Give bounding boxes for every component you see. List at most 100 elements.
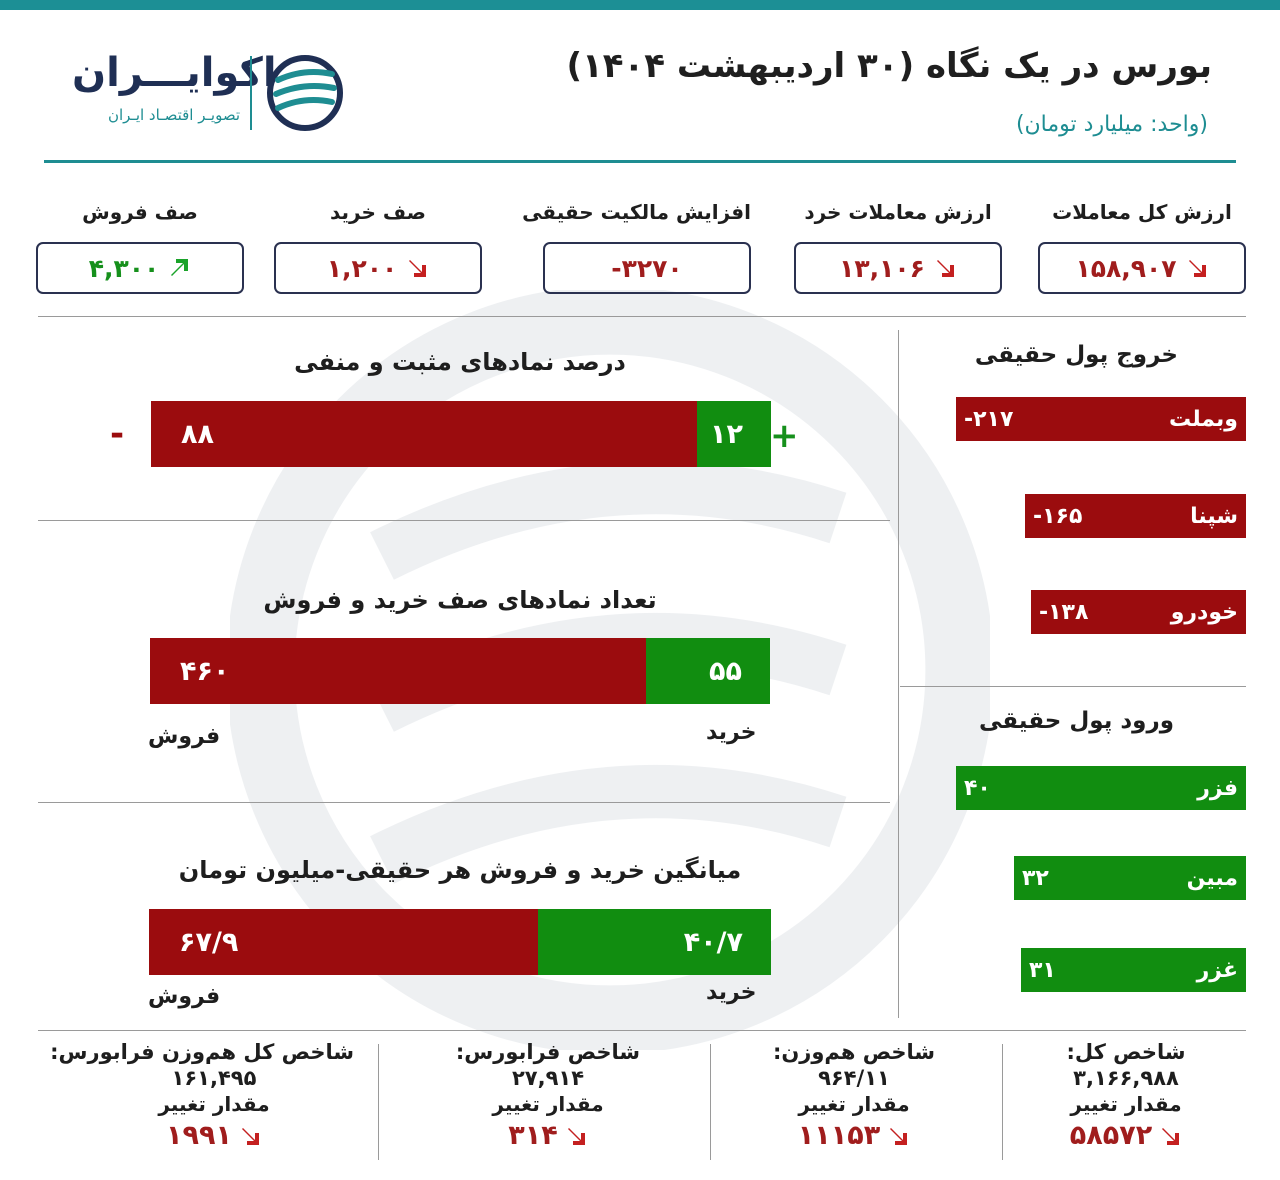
index-value: ۱۶۱,۴۹۵ <box>171 1066 257 1090</box>
kpi-label: صف فروش <box>82 200 198 224</box>
page-title: بورس در یک نگاه (۳۰ اردیبهشت ۱۴۰۴) <box>566 46 1212 86</box>
positive-segment: ۱۲ <box>697 401 771 467</box>
index-change: ۳۱۴ <box>408 1120 688 1151</box>
outflow-value: -۱۳۸ <box>1039 599 1089 625</box>
kpi-value: ۱,۲۰۰ <box>326 253 398 283</box>
queues-bar: ۴۶۰ ۵۵ <box>150 638 770 704</box>
inflow-value: ۴۰ <box>964 775 991 801</box>
divider <box>38 316 1246 317</box>
sell-label: فروش <box>148 984 221 1009</box>
logo-tagline: تصویـر اقتصـاد ایـران <box>107 106 240 124</box>
index-value: ۹۶۴/۱۱ <box>818 1066 890 1090</box>
index-name: شاخص هم‌وزن: <box>772 1040 936 1064</box>
outflow-value: -۱۶۵ <box>1033 503 1083 529</box>
queues-title: تعداد نمادهای صف خرید و فروش <box>263 586 657 614</box>
arrow-down-icon <box>405 256 429 280</box>
avg-sell-value: ۶۷/۹ <box>179 926 239 958</box>
arrow-down-icon <box>1185 256 1209 280</box>
inflow-bar: ۳۱ غزر <box>1021 948 1246 992</box>
kpi-label: ارزش معاملات خرد <box>804 200 992 224</box>
kpi-label: افزایش مالکیت حقیقی <box>522 200 751 224</box>
inflow-value: ۳۲ <box>1022 865 1049 891</box>
divider-vertical <box>378 1044 379 1160</box>
index-change-label: مقدار تغییر <box>492 1092 604 1116</box>
kpi-value: -۳۲۷۰ <box>611 253 683 283</box>
index-name: شاخص کل: <box>1066 1040 1186 1064</box>
kpi-box: ۱۳,۱۰۶ <box>794 242 1002 294</box>
outflow-value: -۲۱۷ <box>964 406 1014 432</box>
outflow-symbol: خودرو <box>1170 599 1238 625</box>
sell-queue-segment: ۴۶۰ <box>150 638 646 704</box>
inflow-symbol: فزر <box>1197 775 1238 801</box>
kpi-box: ۴,۳۰۰ <box>36 242 244 294</box>
index-change-label: مقدار تغییر <box>158 1092 270 1116</box>
index-name: شاخص فرابورس: <box>455 1040 641 1064</box>
plus-sign: + <box>770 416 799 456</box>
kpi-buy-queue: صف خرید ۱,۲۰۰ <box>274 200 482 294</box>
buy-queue-segment: ۵۵ <box>646 638 770 704</box>
avg-trade-bar: ۶۷/۹ ۴۰/۷ <box>149 909 771 975</box>
arrow-down-icon <box>1158 1124 1182 1148</box>
index-equal-weight: شاخص هم‌وزن: ۹۶۴/۱۱ مقدار تغییر ۱۱۱۵۳ <box>714 1040 994 1151</box>
index-total: شاخص کل: ۳,۱۶۶,۹۸۸ مقدار تغییر ۵۸۵۷۲ <box>986 1040 1266 1151</box>
divider <box>38 1030 1246 1031</box>
kpi-sell-queue: صف فروش ۴,۳۰۰ <box>36 200 244 294</box>
arrow-up-icon <box>167 256 191 280</box>
inflow-bar: ۳۲ مبین <box>1014 856 1246 900</box>
kpi-box: -۳۲۷۰ <box>543 242 751 294</box>
sell-label: فروش <box>148 724 221 749</box>
index-change-value: ۱۱۱۵۳ <box>797 1120 881 1151</box>
logo-divider <box>250 56 252 130</box>
arrow-down-icon <box>238 1124 262 1148</box>
avg-sell-segment: ۶۷/۹ <box>149 909 538 975</box>
kpi-box: ۱,۲۰۰ <box>274 242 482 294</box>
arrow-down-icon <box>933 256 957 280</box>
logo-mark-icon <box>267 55 343 131</box>
index-change: ۱۱۱۵۳ <box>714 1120 994 1151</box>
index-change-label: مقدار تغییر <box>1070 1092 1182 1116</box>
index-change-label: مقدار تغییر <box>798 1092 910 1116</box>
kpi-label: ارزش کل معاملات <box>1052 200 1232 224</box>
divider-vertical <box>710 1044 711 1160</box>
arrow-down-icon <box>564 1124 588 1148</box>
logo-name: اکوایـــران <box>72 50 277 96</box>
index-change-value: ۳۱۴ <box>508 1120 558 1151</box>
index-change: ۱۹۹۱ <box>74 1120 354 1151</box>
kpi-value: ۱۵۸,۹۰۷ <box>1075 253 1177 283</box>
inflow-bar: ۴۰ فزر <box>956 766 1246 810</box>
outflow-symbol: وبملت <box>1169 406 1238 432</box>
outflow-bar: -۱۶۵ شپنا <box>1025 494 1246 538</box>
brand-logo[interactable]: اکوایـــران تصویـر اقتصـاد ایـران <box>68 48 358 138</box>
inflow-symbol: مبین <box>1186 865 1238 891</box>
buy-queue-value: ۵۵ <box>709 655 742 687</box>
kpi-box: ۱۵۸,۹۰۷ <box>1038 242 1246 294</box>
header-divider <box>44 160 1236 163</box>
minus-sign: - <box>110 414 125 454</box>
kpi-value: ۴,۳۰۰ <box>88 253 160 283</box>
negative-segment: ۸۸ <box>151 401 697 467</box>
divider <box>38 802 890 803</box>
outflow-symbol: شپنا <box>1190 503 1238 529</box>
index-farabourse-equal-weight: شاخص کل هم‌وزن فرابورس: ۱۶۱,۴۹۵ مقدار تغ… <box>50 1040 354 1151</box>
buy-label: خرید <box>706 720 757 745</box>
index-name: شاخص کل هم‌وزن فرابورس: <box>50 1040 354 1064</box>
positive-value: ۱۲ <box>710 418 743 450</box>
kpi-retail-value: ارزش معاملات خرد ۱۳,۱۰۶ <box>794 200 1002 294</box>
outflow-bar: -۱۳۸ خودرو <box>1031 590 1246 634</box>
kpi-total-value: ارزش کل معاملات ۱۵۸,۹۰۷ <box>1038 200 1246 294</box>
avg-buy-value: ۴۰/۷ <box>683 926 743 958</box>
index-farabourse: شاخص فرابورس: ۲۷,۹۱۴ مقدار تغییر ۳۱۴ <box>408 1040 688 1151</box>
index-change: ۵۸۵۷۲ <box>986 1120 1266 1151</box>
divider-vertical <box>1002 1044 1003 1160</box>
inflow-symbol: غزر <box>1196 957 1238 983</box>
outflow-bar: -۲۱۷ وبملت <box>956 397 1246 441</box>
inflow-value: ۳۱ <box>1029 957 1056 983</box>
sell-queue-value: ۴۶۰ <box>180 655 230 687</box>
avg-buy-segment: ۴۰/۷ <box>538 909 771 975</box>
buy-label: خرید <box>706 980 757 1005</box>
kpi-value: ۱۳,۱۰۶ <box>839 253 925 283</box>
arrow-down-icon <box>886 1124 910 1148</box>
divider <box>38 520 890 521</box>
outflow-title: خروج پول حقیقی <box>974 342 1178 368</box>
top-accent-bar <box>0 0 1280 10</box>
